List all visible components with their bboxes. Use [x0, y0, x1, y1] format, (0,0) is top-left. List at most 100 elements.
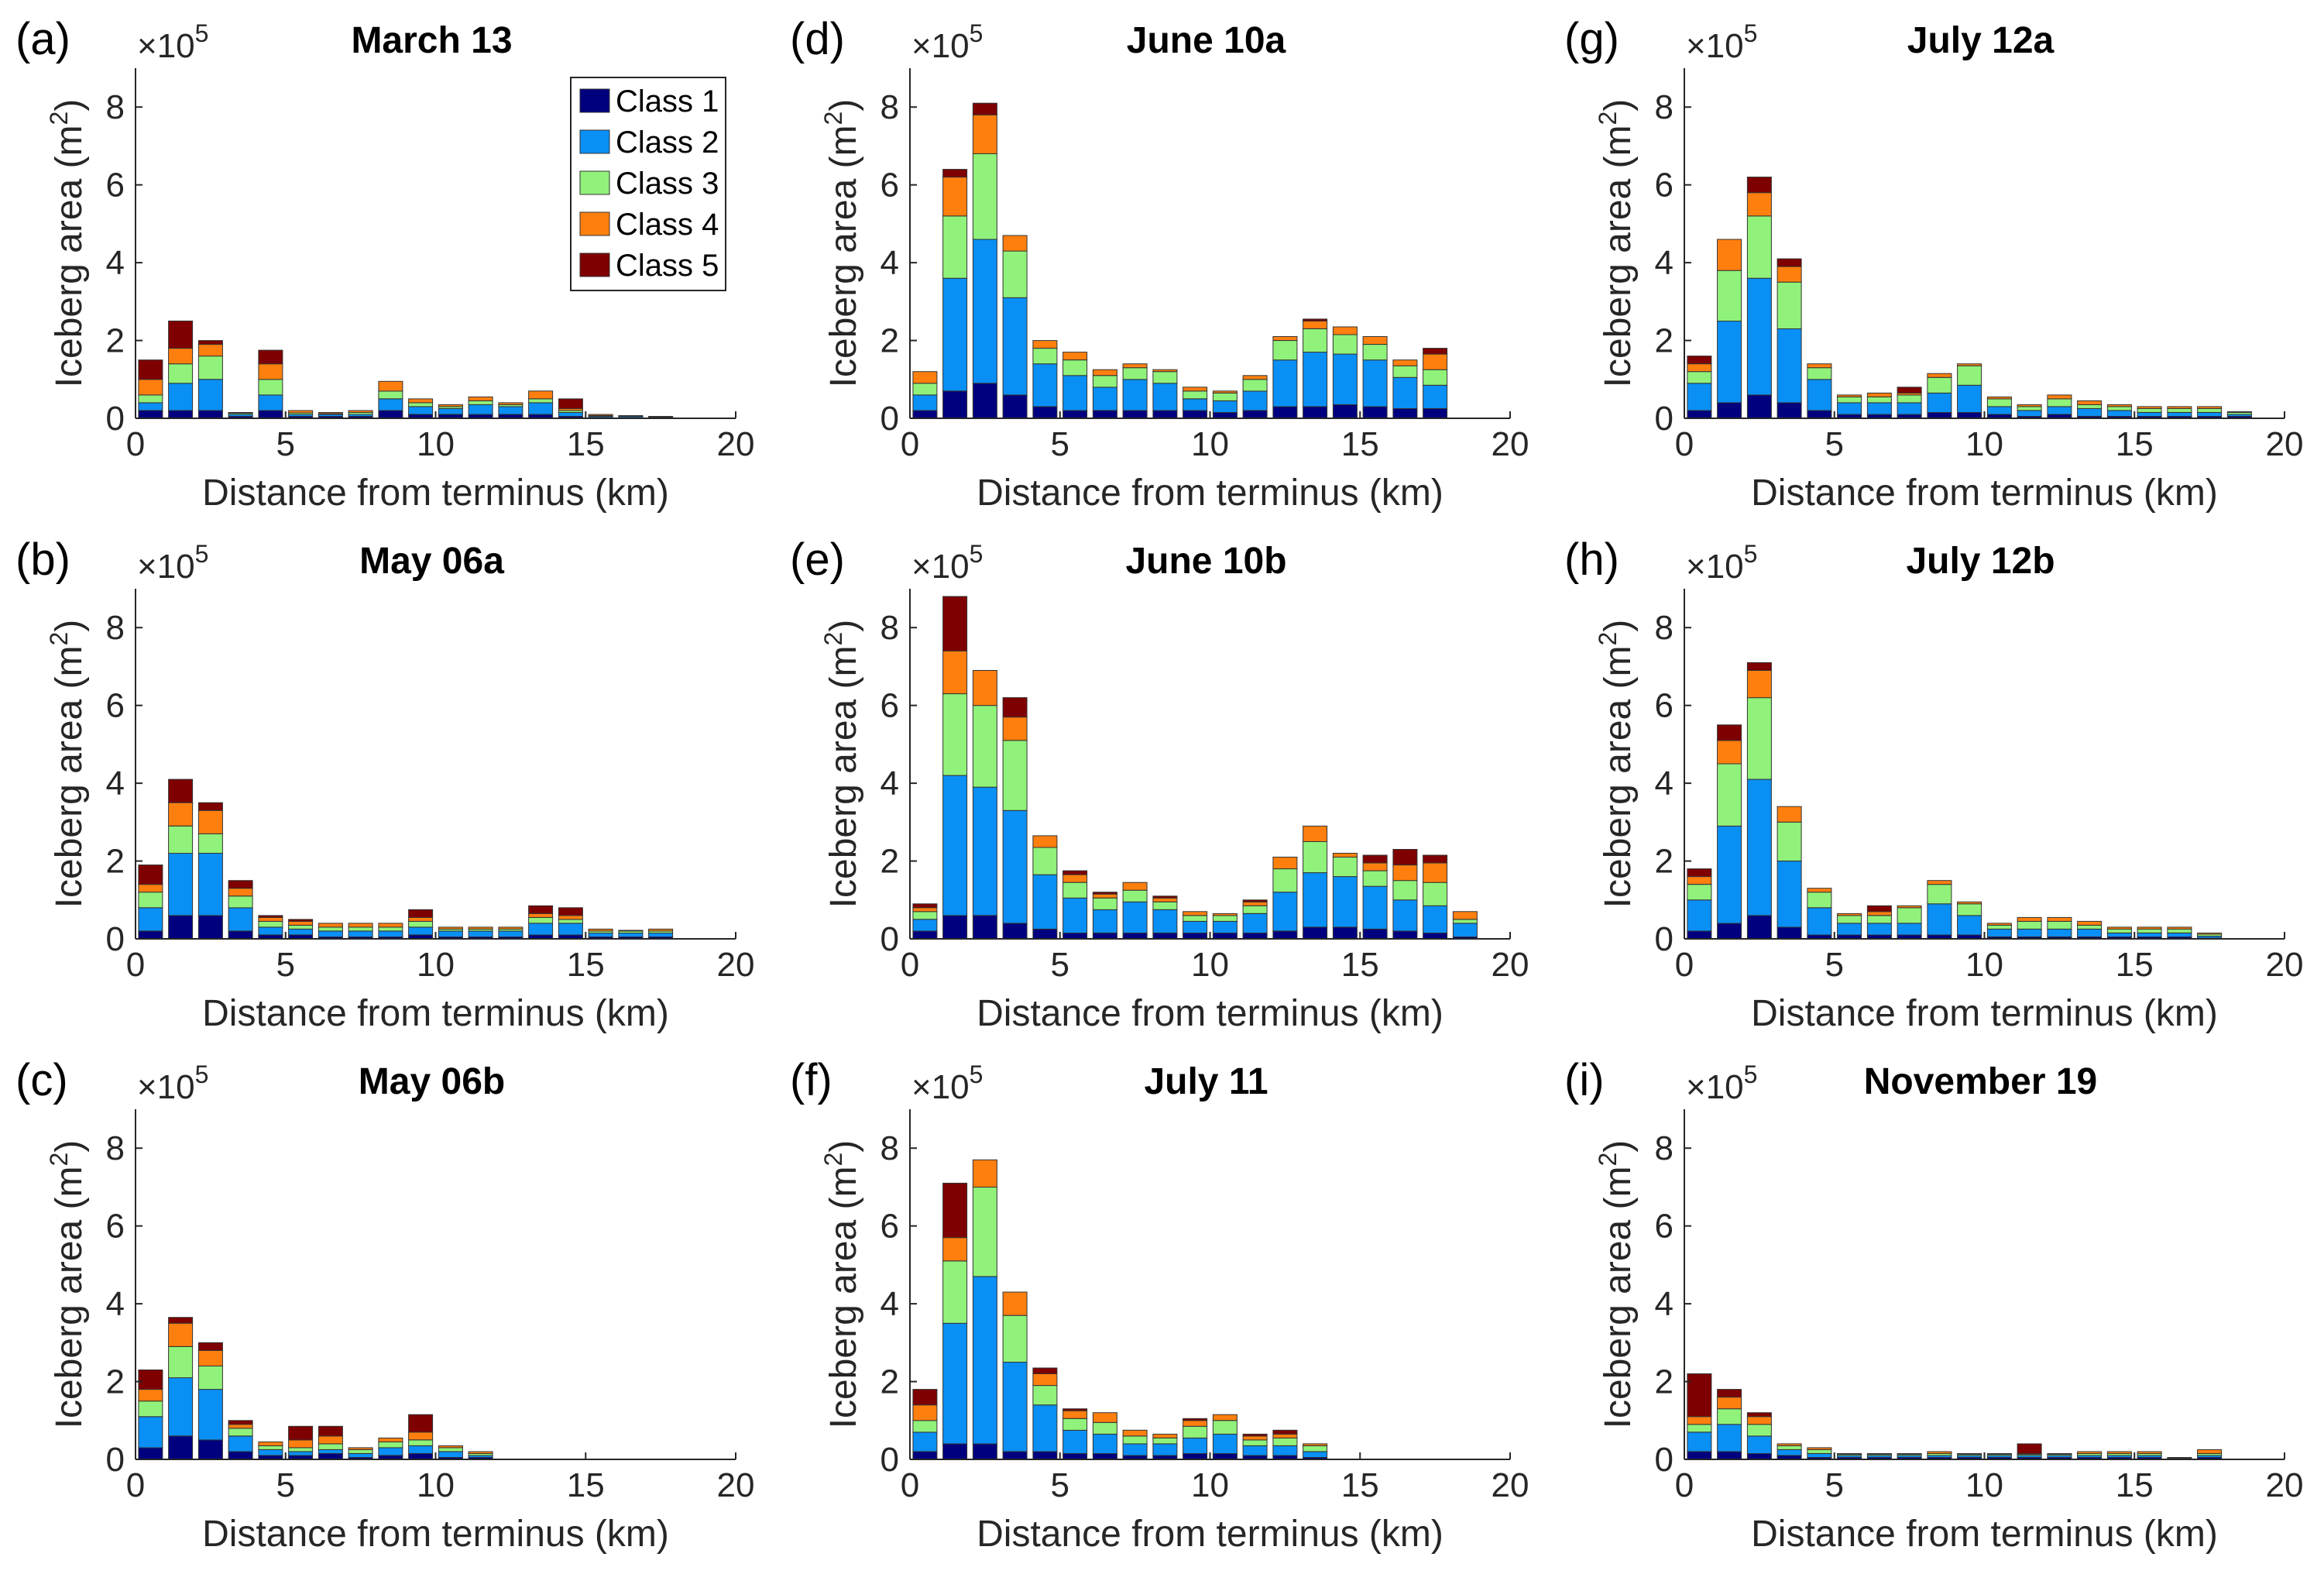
- x-axis-label: Distance from terminus (km): [202, 1514, 669, 1555]
- bar-segment-class-1: [138, 410, 163, 419]
- bar-segment-class-5: [138, 1370, 163, 1390]
- y-tick-label: 2: [1655, 1363, 1673, 1401]
- bar-segment-class-1: [1183, 933, 1208, 940]
- bar-segment-class-4: [1362, 862, 1388, 871]
- bar-segment-class-3: [1746, 215, 1772, 279]
- bar-segment-class-3: [2137, 928, 2162, 933]
- bar-segment-class-4: [1062, 874, 1088, 883]
- bar-segment-class-1: [1272, 406, 1298, 419]
- y-tick-label: 0: [1655, 400, 1673, 438]
- bar-segment-class-1: [1423, 407, 1448, 419]
- panel-d: 0 5 10 15 20 0 2 4 6 8 ×105 Iceberg area (m2) Distan…: [790, 14, 1529, 514]
- bar-segment-class-4: [1807, 1447, 1832, 1450]
- legend-swatch: [579, 211, 610, 236]
- x-tick-label: 15: [2116, 425, 2154, 463]
- bar-segment-class-4: [1032, 835, 1058, 848]
- bar-segment-class-5: [1746, 1412, 1772, 1418]
- bar-segment-class-2: [1717, 320, 1742, 404]
- bar-segment-class-5: [1272, 1429, 1298, 1435]
- bar-segment-class-4: [912, 1404, 938, 1421]
- bar-segment-class-1: [942, 915, 968, 940]
- bar-segment-class-3: [1122, 1435, 1148, 1445]
- bar-segment-class-1: [168, 410, 194, 419]
- bar-segment-class-2: [228, 1435, 253, 1452]
- bar-segment-class-3: [558, 919, 583, 924]
- y-tick-label: 0: [881, 1441, 899, 1479]
- bar-segment-class-3: [1272, 868, 1298, 893]
- bar-segment-class-4: [1062, 352, 1088, 361]
- bar-segment-class-4: [1272, 1433, 1298, 1438]
- y-tick-label: 6: [881, 167, 899, 204]
- bar-segment-class-2: [138, 907, 163, 932]
- bar-segment-class-3: [1986, 924, 2012, 930]
- bar-segment-class-4: [558, 915, 583, 920]
- bar-segment-class-1: [1032, 1451, 1058, 1460]
- bar-segment-class-4: [288, 1439, 314, 1449]
- bar-segment-class-4: [1866, 392, 1892, 397]
- bar-segment-class-2: [1837, 402, 1862, 415]
- bar-segment-class-2: [2047, 406, 2072, 415]
- bar-segment-class-1: [138, 930, 163, 940]
- bar-segment-class-4: [348, 410, 373, 413]
- bar-segment-class-2: [378, 398, 403, 411]
- panel-f: 0 5 10 15 20 0 2 4 6 8 ×105 Iceberg area (m2) Distan…: [790, 1055, 1529, 1555]
- bar-segment-class-2: [1303, 1451, 1328, 1458]
- bar-segment-class-4: [1212, 1414, 1238, 1421]
- bar-segment-class-5: [1062, 1408, 1088, 1411]
- panel-title: June 10a: [1127, 20, 1286, 61]
- bar-segment-class-2: [1152, 383, 1178, 411]
- bar-segment-class-4: [1032, 1373, 1058, 1387]
- bar-segment-class-3: [1152, 1437, 1178, 1445]
- bar-segment-class-4: [288, 920, 314, 926]
- bar-segment-class-5: [558, 398, 583, 410]
- bar-segment-class-4: [1002, 235, 1028, 252]
- x-tick-label: 0: [1675, 1466, 1694, 1504]
- y-multiplier: ×105: [911, 540, 983, 586]
- bar-segment-class-2: [1392, 899, 1418, 932]
- bar-segment-class-3: [197, 833, 223, 854]
- bar-segment-class-3: [1927, 376, 1952, 394]
- bar-segment-class-4: [438, 1445, 463, 1449]
- bar-segment-class-3: [318, 1443, 343, 1450]
- bar-segment-class-2: [1392, 376, 1418, 409]
- bar-segment-class-4: [1303, 825, 1328, 843]
- x-tick-label: 10: [1191, 1466, 1229, 1504]
- bar-segment-class-2: [2077, 928, 2103, 937]
- bar-segment-class-2: [528, 402, 554, 415]
- bar-segment-class-5: [168, 778, 194, 803]
- x-tick-label: 10: [417, 425, 455, 463]
- x-tick-label: 5: [1825, 425, 1844, 463]
- y-tick-label: 6: [881, 1208, 899, 1246]
- x-axis-label: Distance from terminus (km): [1751, 1514, 2218, 1555]
- bar-segment-class-1: [1002, 1451, 1028, 1460]
- bar-segment-class-4: [1927, 373, 1952, 378]
- panel-i: 0 5 10 15 20 0 2 4 6 8 ×105 Iceberg area (m2) Distan…: [1564, 1055, 2303, 1555]
- x-axis-label: Distance from terminus (km): [977, 1514, 1443, 1555]
- bar-segment-class-5: [197, 340, 223, 345]
- bar-segment-class-5: [318, 1425, 343, 1437]
- x-tick-label: 10: [417, 946, 455, 984]
- y-tick-label: 8: [106, 609, 125, 647]
- bar-segment-class-3: [1866, 396, 1892, 404]
- x-tick-label: 10: [1965, 1466, 2003, 1504]
- bar-segment-class-1: [1122, 933, 1148, 940]
- bar-segment-class-2: [1183, 398, 1208, 411]
- panel-c: 0 5 10 15 20 0 2 4 6 8 ×105 Iceberg area (m2) Distan…: [15, 1055, 754, 1555]
- bar-segment-class-2: [2106, 933, 2132, 937]
- bar-segment-class-3: [1242, 905, 1268, 914]
- bar-segment-class-4: [1392, 864, 1418, 882]
- bar-segment-class-1: [1032, 406, 1058, 419]
- bar-segment-class-4: [1866, 911, 1892, 916]
- bar-segment-class-5: [168, 1317, 194, 1324]
- bar-segment-class-2: [1807, 907, 1832, 936]
- bar-segment-class-3: [1423, 882, 1448, 906]
- x-tick-label: 5: [276, 946, 295, 984]
- bar-segment-class-3: [1303, 1445, 1328, 1452]
- bar-segment-class-2: [1303, 872, 1328, 928]
- bar-segment-class-2: [1272, 892, 1298, 932]
- bar-segment-class-5: [1687, 868, 1712, 878]
- bar-segment-class-2: [1897, 402, 1922, 415]
- bar-segment-class-2: [258, 394, 283, 411]
- bar-segment-class-4: [168, 348, 194, 365]
- bar-segment-class-5: [2017, 1443, 2042, 1455]
